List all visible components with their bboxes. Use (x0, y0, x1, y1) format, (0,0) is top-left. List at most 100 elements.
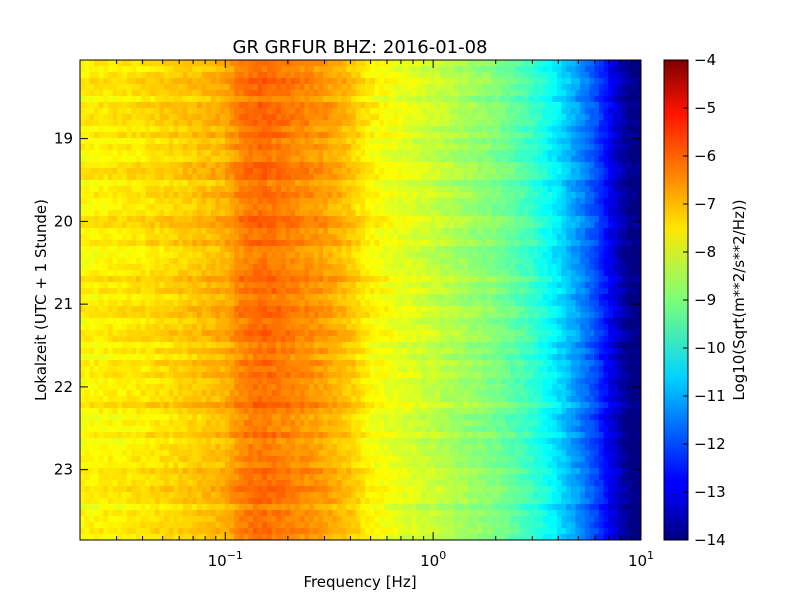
heatmap-cell (234, 504, 240, 511)
heatmap-cell (341, 462, 348, 469)
heatmap-cell (201, 450, 207, 457)
heatmap-cell (355, 150, 362, 157)
heatmap-cell (122, 342, 128, 349)
heatmap-cell (355, 144, 362, 151)
heatmap-cell (80, 234, 86, 241)
heatmap-cell (332, 444, 338, 451)
heatmap-cell (131, 156, 137, 163)
heatmap-cell (281, 510, 287, 517)
heatmap-cell (168, 378, 175, 385)
heatmap-cell (210, 414, 217, 421)
heatmap-cell (131, 318, 137, 325)
heatmap-cell (108, 480, 114, 487)
heatmap-cell (238, 390, 245, 397)
heatmap-cell (248, 492, 254, 499)
heatmap-cell (117, 516, 123, 523)
heatmap-cell (224, 408, 231, 415)
heatmap-cell (126, 138, 133, 145)
heatmap-cell (313, 150, 320, 157)
heatmap-cell (187, 156, 193, 163)
heatmap-cell (108, 348, 114, 355)
heatmap-cell (224, 78, 231, 85)
heatmap-cell (355, 204, 362, 211)
heatmap-cell (103, 264, 109, 271)
heatmap-cell (182, 210, 189, 217)
heatmap-cell (168, 234, 175, 241)
heatmap-cell (168, 90, 175, 97)
heatmap-cell (117, 72, 123, 79)
heatmap-cell (281, 174, 287, 181)
heatmap-cell (295, 360, 301, 367)
heatmap-cell (126, 252, 133, 259)
heatmap-cell (84, 174, 90, 181)
heatmap-cell (210, 504, 217, 511)
heatmap-cell (98, 312, 104, 319)
heatmap-cell (192, 444, 198, 451)
heatmap-cell (145, 192, 151, 199)
heatmap-cell (290, 408, 296, 415)
heatmap-cell (318, 366, 324, 373)
heatmap-cell (267, 444, 273, 451)
heatmap-cell (89, 114, 95, 121)
heatmap-cell (341, 228, 348, 235)
heatmap-cell (290, 516, 296, 523)
heatmap-cell (304, 132, 310, 139)
heatmap-cell (220, 90, 226, 97)
heatmap-cell (360, 318, 366, 325)
heatmap-cell (332, 456, 338, 463)
heatmap-cell (285, 468, 291, 475)
heatmap-cell (215, 426, 221, 433)
heatmap-cell (267, 294, 273, 301)
heatmap-cell (192, 498, 198, 505)
heatmap-cell (243, 246, 249, 253)
heatmap-cell (187, 222, 193, 229)
heatmap-cell (234, 372, 240, 379)
heatmap-cell (243, 264, 249, 271)
heatmap-cell (267, 402, 273, 409)
heatmap-cell (248, 312, 254, 319)
heatmap-cell (313, 60, 320, 67)
heatmap-cell (295, 186, 301, 193)
heatmap-cell (346, 384, 352, 391)
heatmap-cell (122, 360, 128, 367)
heatmap-cell (341, 72, 348, 79)
heatmap-cell (108, 222, 114, 229)
heatmap-cell (224, 342, 231, 349)
heatmap-cell (168, 342, 175, 349)
heatmap-cell (360, 150, 366, 157)
heatmap-cell (159, 240, 165, 247)
heatmap-cell (150, 336, 156, 343)
heatmap-cell (103, 456, 109, 463)
heatmap-cell (150, 204, 156, 211)
heatmap-cell (243, 438, 249, 445)
heatmap-cell (234, 246, 240, 253)
heatmap-cell (126, 534, 133, 540)
heatmap-cell (178, 282, 184, 289)
heatmap-cell (323, 522, 329, 529)
heatmap-cell (126, 120, 133, 127)
heatmap-cell (257, 420, 263, 427)
heatmap-cell (136, 90, 142, 97)
heatmap-cell (84, 228, 90, 235)
heatmap-cell (224, 486, 231, 493)
heatmap-cell (229, 306, 235, 313)
heatmap-cell (332, 66, 338, 73)
heatmap-cell (80, 270, 86, 277)
heatmap-cell (112, 402, 118, 409)
heatmap-cell (332, 108, 338, 115)
heatmap-cell (84, 354, 90, 361)
heatmap-cell (112, 300, 118, 307)
heatmap-cell (351, 252, 357, 259)
heatmap-cell (238, 150, 245, 157)
heatmap-cell (131, 102, 137, 109)
heatmap-cell (257, 330, 263, 337)
heatmap-cell (206, 216, 212, 223)
heatmap-cell (318, 246, 324, 253)
heatmap-cell (98, 192, 104, 199)
heatmap-cell (234, 240, 240, 247)
heatmap-cell (122, 66, 128, 73)
heatmap-cell (309, 102, 315, 109)
heatmap-cell (369, 240, 376, 247)
heatmap-cell (117, 432, 123, 439)
heatmap-cell (145, 120, 151, 127)
